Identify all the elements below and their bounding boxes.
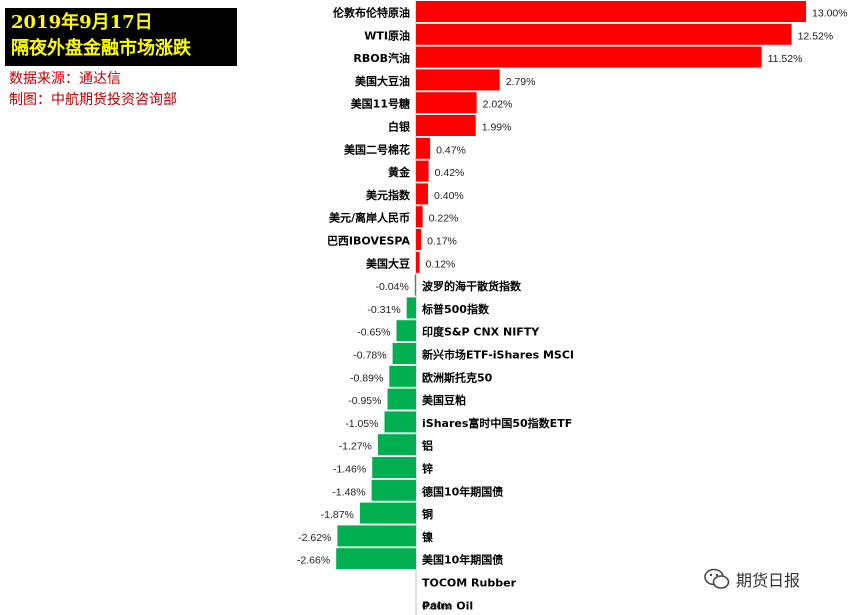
bar-18 [384, 411, 416, 433]
bar-13 [406, 297, 416, 319]
value-label-18: -1.05% [345, 418, 378, 430]
category-label-9: 美元/离岸人民币 [329, 211, 410, 225]
category-label-13: 标普500指数 [421, 302, 490, 316]
category-label-26: Palm Oil [422, 599, 473, 612]
watermark-text: 期货日报 [736, 571, 801, 590]
bar-21 [371, 479, 416, 501]
bar-12 [414, 274, 416, 296]
value-label-14: -0.65% [357, 327, 390, 339]
value-label-21: -1.48% [332, 486, 365, 498]
category-label-0: 伦敦布伦特原油 [333, 6, 410, 20]
bar-4 [416, 92, 477, 114]
category-label-1: WTI原油 [364, 28, 410, 42]
bar-2 [416, 46, 762, 68]
title-box: 2019年9月17日 隔夜外盘金融市场涨跌 [5, 8, 237, 66]
value-label-17: -0.95% [348, 395, 381, 407]
value-label-23: -2.62% [298, 532, 331, 544]
value-label-5: 1.99% [482, 122, 512, 134]
category-label-20: 锌 [422, 462, 433, 476]
bar-1 [416, 23, 792, 45]
bar-3 [416, 69, 500, 91]
bar-7 [416, 160, 429, 182]
bar-9 [416, 206, 423, 228]
wechat-icon [704, 568, 730, 589]
bar-23 [337, 525, 416, 547]
category-label-12: 波罗的海干散货指数 [422, 279, 522, 293]
category-label-18: iShares富时中国50指数ETF [422, 416, 572, 430]
category-label-7: 黄金 [388, 165, 411, 179]
category-label-10: 巴西IBOVESPA [327, 235, 411, 248]
value-label-24: -2.66% [297, 555, 330, 567]
category-label-2: RBOB汽油 [353, 51, 410, 65]
bar-16 [389, 365, 416, 387]
bar-11 [416, 251, 420, 273]
value-label-7: 0.42% [435, 167, 465, 179]
category-label-21: 德国10年期国债 [421, 484, 503, 498]
bar-10 [416, 229, 422, 250]
value-label-13: -0.31% [367, 304, 400, 316]
category-label-4: 美国11号糖 [351, 97, 410, 111]
category-label-17: 美国豆粕 [422, 393, 466, 407]
value-label-16: -0.89% [350, 372, 383, 384]
value-label-22: -1.87% [321, 509, 354, 521]
category-label-14: 印度S&P CNX NIFTY [422, 325, 540, 339]
bar-6 [416, 137, 431, 159]
category-label-25: TOCOM Rubber [422, 577, 517, 590]
bar-14 [396, 320, 416, 342]
category-label-16: 欧洲斯托克50 [422, 370, 493, 384]
bar-8 [416, 183, 428, 205]
bar-15 [392, 343, 416, 364]
chart-producer: 制图：中航期货投资咨询部 [9, 92, 177, 108]
category-label-24: 美国10年期国债 [422, 553, 503, 567]
bar-20 [372, 457, 416, 478]
bar-19 [377, 434, 416, 456]
value-label-20: -1.46% [333, 464, 366, 476]
value-label-8: 0.40% [434, 190, 464, 202]
category-label-8: 美元指数 [366, 188, 411, 202]
bar-17 [387, 388, 416, 410]
value-label-3: 2.79% [506, 76, 536, 88]
value-label-1: 12.52% [798, 30, 834, 42]
value-label-6: 0.47% [436, 144, 466, 156]
category-label-19: 铝 [422, 439, 433, 453]
value-label-9: 0.22% [429, 213, 459, 225]
title-date: 2019年9月17日 [11, 12, 153, 33]
category-label-22: 铜 [421, 507, 433, 521]
watermark: 期货日报 [704, 566, 800, 592]
category-label-3: 美国大豆油 [355, 74, 410, 88]
value-label-4: 2.02% [483, 99, 513, 111]
value-label-19: -1.27% [339, 441, 372, 453]
value-label-10: 0.17% [427, 236, 457, 248]
data-source: 数据来源：通达信 [9, 71, 121, 87]
value-label-12: -0.04% [376, 281, 409, 293]
bar-22 [359, 502, 416, 524]
value-label-11: 0.12% [426, 258, 456, 270]
bar-24 [336, 548, 416, 570]
category-label-6: 美国二号棉花 [344, 142, 410, 156]
bar-5 [416, 115, 476, 136]
bar-0 [416, 1, 806, 22]
category-label-15: 新兴市场ETF-iShares MSCI [422, 348, 574, 362]
category-label-5: 白银 [388, 120, 411, 134]
category-label-11: 美国大豆 [366, 256, 410, 270]
title-text: 隔夜外盘金融市场涨跌 [11, 38, 191, 59]
value-label-2: 11.52% [768, 53, 803, 65]
value-label-15: -0.78% [353, 350, 386, 362]
category-label-23: 镍 [422, 530, 433, 544]
value-label-0: 13.00% [812, 8, 848, 20]
value-label-26: 0.00% [422, 600, 452, 612]
